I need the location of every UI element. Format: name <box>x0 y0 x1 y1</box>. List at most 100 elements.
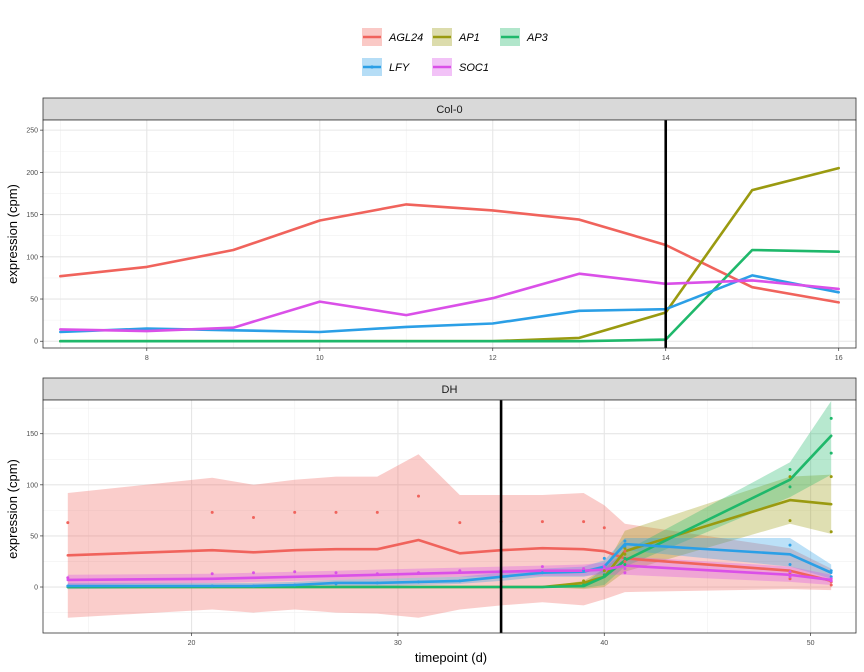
series-line-soc1-dh <box>66 564 833 582</box>
data-point-ap3-dh <box>623 563 627 566</box>
panel-border-dh <box>42 399 857 634</box>
data-point-lfy-dh <box>252 584 255 588</box>
y-tick-label: 50 <box>30 533 38 540</box>
data-point-ap1-dh <box>582 579 586 583</box>
data-point-ap1-dh <box>829 530 833 534</box>
data-point-soc1-dh <box>210 572 214 576</box>
ticks-dh: 20 30 40 50 0 50 100 150 <box>26 431 814 647</box>
data-point-agl24-dh <box>458 521 462 525</box>
x-tick-label: 12 <box>489 355 497 362</box>
y-tick-label: 0 <box>34 585 38 592</box>
data-point-agl24-dh <box>375 510 379 514</box>
legend: AGL24 AP1 AP3 LFY SOC1 <box>362 28 549 76</box>
legend-label-agl24: AGL24 <box>388 32 423 44</box>
legend-point-lfy <box>370 65 374 69</box>
series-line-agl24-col-0 <box>58 203 841 304</box>
grid-col-0 <box>43 120 856 348</box>
panel-col0: Col-0 8 10 12 14 16 0 50 100 150 200 250 <box>26 97 857 362</box>
legend-item-soc1: SOC1 <box>432 58 489 76</box>
y-tick-label: 150 <box>26 212 38 219</box>
data-point-agl24-dh <box>252 516 255 519</box>
x-tick-label: 8 <box>145 355 149 362</box>
x-tick-label: 40 <box>600 640 608 647</box>
data-point-lfy-dh <box>375 581 379 585</box>
data-point-agl24-dh <box>623 560 627 563</box>
data-point-agl24-dh <box>417 494 420 498</box>
data-point-agl24-dh <box>602 526 606 530</box>
x-axis-title: timepoint (d) <box>415 650 487 665</box>
legend-item-agl24: AGL24 <box>362 28 423 46</box>
y-axis-title-col0: expression (cpm) <box>5 184 20 284</box>
data-point-lfy-dh <box>788 563 792 566</box>
data-point-soc1-dh <box>623 571 627 575</box>
x-tick-label: 50 <box>807 640 815 647</box>
series-line-soc1-col-0 <box>58 272 841 333</box>
data-point-agl24-dh <box>66 521 70 525</box>
x-tick-label: 16 <box>835 355 843 362</box>
plot-background-dh <box>43 400 856 633</box>
data-point-agl24-dh <box>210 510 214 514</box>
data-point-lfy-dh <box>623 539 627 543</box>
legend-label-ap3: AP3 <box>526 32 549 44</box>
data-point-soc1-dh <box>334 571 338 575</box>
grid-dh <box>43 400 856 633</box>
data-point-soc1-dh <box>623 567 627 571</box>
data-point-lfy-dh <box>417 580 420 584</box>
data-point-soc1-dh <box>375 572 379 576</box>
y-axis-title-dh: expression (cpm) <box>5 459 20 559</box>
y-tick-label: 200 <box>26 170 38 177</box>
data-point-soc1-dh <box>293 570 297 574</box>
data-point-lfy-dh <box>829 569 833 573</box>
data-point-soc1-dh <box>602 565 606 569</box>
strip-label-dh: DH <box>442 384 458 396</box>
data-point-ap1-dh <box>623 552 627 556</box>
plot-content-col-0 <box>58 166 841 343</box>
data-point-lfy-dh <box>602 556 606 560</box>
data-point-lfy-dh <box>458 579 462 583</box>
data-point-ap1-dh <box>623 546 627 550</box>
strip-label-col-0: Col-0 <box>436 104 462 116</box>
ticks-col-0: 8 10 12 14 16 0 50 100 150 200 250 <box>26 128 842 362</box>
plot-background-col-0 <box>43 120 856 348</box>
series-line-agl24-dh <box>66 538 833 583</box>
data-point-lfy-dh <box>788 543 792 547</box>
data-point-soc1-dh <box>788 570 792 574</box>
data-point-agl24-dh <box>582 520 586 524</box>
series-line-ap3-col-0 <box>58 248 841 343</box>
y-tick-label: 250 <box>26 128 38 135</box>
data-point-ap1-dh <box>788 519 792 523</box>
data-point-lfy-dh <box>210 584 214 588</box>
data-point-soc1-dh <box>540 565 544 569</box>
y-tick-label: 150 <box>26 431 38 438</box>
x-tick-label: 14 <box>662 355 670 362</box>
legend-label-ap1: AP1 <box>458 32 480 44</box>
data-point-lfy-dh <box>582 569 586 573</box>
x-tick-label: 10 <box>316 355 324 362</box>
data-point-agl24-dh <box>623 549 627 553</box>
data-point-lfy-dh <box>293 583 297 587</box>
data-point-agl24-dh <box>829 583 833 587</box>
legend-label-soc1: SOC1 <box>459 62 489 74</box>
data-point-ap1-dh <box>829 475 833 479</box>
y-tick-label: 50 <box>30 297 38 304</box>
data-point-agl24-dh <box>334 510 338 514</box>
y-tick-label: 100 <box>26 482 38 489</box>
y-tick-label: 0 <box>34 339 38 346</box>
data-point-lfy-dh <box>66 584 70 588</box>
data-point-ap3-dh <box>582 583 586 587</box>
legend-item-ap1: AP1 <box>432 28 480 46</box>
data-point-ap3-dh <box>829 416 833 420</box>
data-point-ap3-dh <box>788 485 792 489</box>
legend-item-ap3: AP3 <box>500 28 549 46</box>
plot-content-dh <box>66 401 833 618</box>
data-point-lfy-dh <box>623 544 627 548</box>
data-point-lfy-dh <box>540 571 544 575</box>
legend-label-lfy: LFY <box>389 62 410 74</box>
x-tick-label: 30 <box>394 640 402 647</box>
data-point-agl24-dh <box>293 510 297 514</box>
data-point-ap3-dh <box>602 573 606 577</box>
data-point-soc1-dh <box>829 577 833 581</box>
panel-border-col-0 <box>42 119 857 349</box>
data-point-soc1-dh <box>417 571 420 575</box>
data-point-soc1-dh <box>458 569 462 573</box>
